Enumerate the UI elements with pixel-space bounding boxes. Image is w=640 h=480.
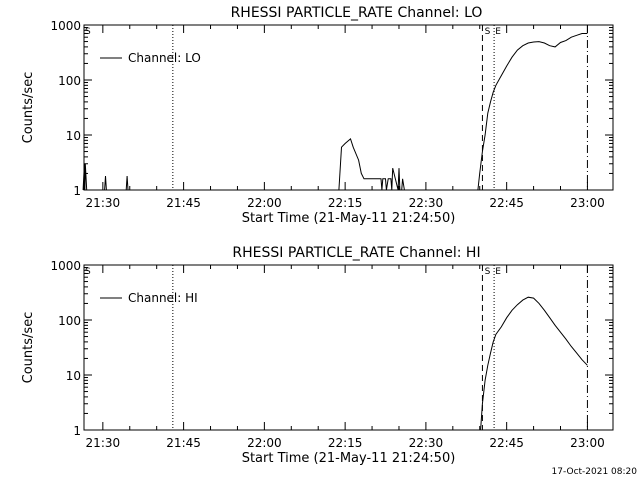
x-tick-label: 21:30 <box>86 436 121 450</box>
x-tick-label: 21:30 <box>86 196 121 210</box>
x-tick-label: 22:45 <box>489 196 524 210</box>
plot-frame <box>83 24 614 191</box>
y-tick-label: 100 <box>58 314 81 328</box>
x-tick-label: 21:45 <box>166 436 201 450</box>
y-tick-label: 10 <box>66 369 81 383</box>
y-axis-label: Counts/sec <box>21 72 36 144</box>
series-line-channel-lo <box>82 33 588 191</box>
y-tick-label: 1 <box>73 424 81 438</box>
x-tick-label: 23:00 <box>570 436 605 450</box>
chart-title: RHESSI PARTICLE_RATE Channel: HI <box>232 245 480 261</box>
x-axis-label: Start Time (21-May-11 21:24:50) <box>242 211 456 226</box>
y-tick-label: 1000 <box>50 259 81 273</box>
x-tick-label: 22:15 <box>328 196 363 210</box>
x-axis-label: Start Time (21-May-11 21:24:50) <box>242 451 456 466</box>
y-tick-label: 1000 <box>50 19 81 33</box>
x-tick-label: 22:00 <box>247 436 282 450</box>
x-tick-label: 22:45 <box>489 436 524 450</box>
edge-mark: S <box>85 27 91 37</box>
x-tick-label: 22:00 <box>247 196 282 210</box>
y-tick-label: 10 <box>66 129 81 143</box>
plot-frame <box>83 264 614 431</box>
x-tick-label: 23:00 <box>570 196 605 210</box>
marker-label-e: E <box>495 27 501 37</box>
legend-label: Channel: LO <box>128 51 201 65</box>
y-tick-label: 1 <box>73 184 81 198</box>
x-tick-label: 22:15 <box>328 436 363 450</box>
marker-label-e: E <box>495 267 501 277</box>
y-tick-label: 100 <box>58 74 81 88</box>
legend-label: Channel: HI <box>128 291 198 305</box>
footer-timestamp: 17-Oct-2021 08:20 <box>551 467 637 477</box>
marker-label-s: S <box>485 27 491 37</box>
edge-mark: S <box>85 267 91 277</box>
chart-title: RHESSI PARTICLE_RATE Channel: LO <box>231 5 483 21</box>
x-tick-label: 22:30 <box>409 436 444 450</box>
series-line-channel-hi <box>480 296 588 431</box>
x-tick-label: 21:45 <box>166 196 201 210</box>
marker-label-s: S <box>485 267 491 277</box>
x-tick-label: 22:30 <box>409 196 444 210</box>
y-axis-label: Counts/sec <box>21 312 36 384</box>
